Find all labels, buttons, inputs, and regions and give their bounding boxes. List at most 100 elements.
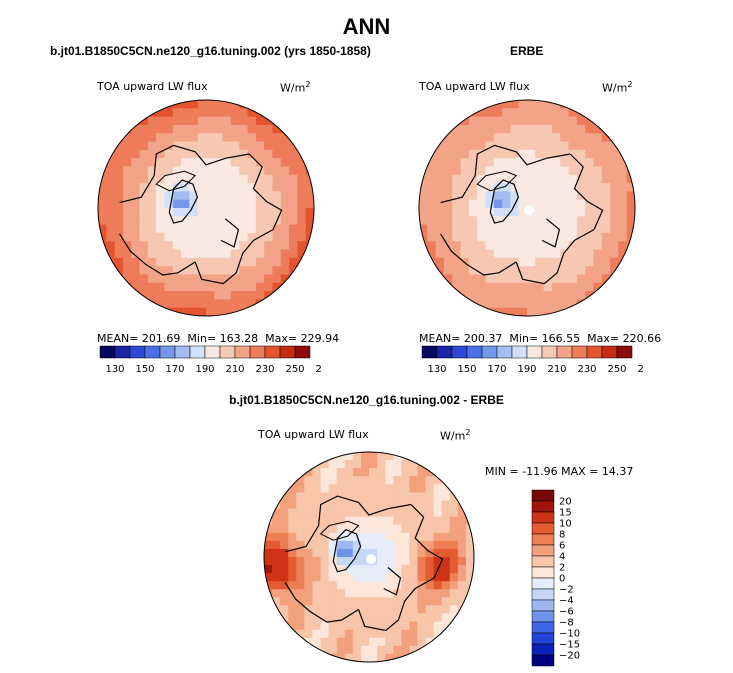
panel2-cell xyxy=(443,216,453,226)
panel2-cell xyxy=(568,116,578,126)
panel2-cell xyxy=(543,291,553,300)
panel2-cell xyxy=(626,224,635,234)
panel3-cell xyxy=(393,508,402,518)
panel1-cell xyxy=(122,174,132,184)
panel2-cell xyxy=(502,249,511,259)
panel1-cell xyxy=(197,124,207,134)
panel3-colorbar-tick: −4 xyxy=(559,596,574,607)
panel3-cell xyxy=(320,508,330,518)
panel3-coastline xyxy=(410,504,444,579)
panel3-cell xyxy=(360,484,370,493)
panel1-cell xyxy=(164,133,174,143)
panel1-cell xyxy=(230,166,240,176)
panel3-cell xyxy=(320,500,330,510)
panel3-cell xyxy=(336,589,346,598)
panel2-cell xyxy=(518,199,528,209)
panel1-colorbar-box xyxy=(294,345,311,359)
panel3-cell xyxy=(425,557,435,566)
panel1-cell xyxy=(230,266,240,276)
panel1-colorbar-box xyxy=(174,345,191,359)
panel1-cell xyxy=(264,158,274,168)
panel1-cell xyxy=(247,116,257,126)
panel3-cell xyxy=(328,492,338,502)
panel2-cell xyxy=(502,149,511,159)
panel1-cell xyxy=(98,183,107,192)
panel2-cell xyxy=(510,208,520,217)
panel2-cell xyxy=(551,108,561,118)
panel2-min-value: 166.55 xyxy=(541,332,581,345)
panel1-cell xyxy=(214,108,224,118)
panel1-cell xyxy=(147,208,157,217)
panel1-cell xyxy=(122,232,132,242)
panel2-cell xyxy=(493,282,503,292)
panel2-cell xyxy=(477,282,487,292)
panel3-cell xyxy=(264,548,273,558)
panel1-cell xyxy=(164,241,174,251)
panel1-cell xyxy=(280,166,290,176)
panel3-cell xyxy=(336,468,346,477)
panel3-cell xyxy=(352,597,362,607)
panel1-cell xyxy=(197,141,207,151)
panel1-cell xyxy=(131,141,141,151)
panel2-cell xyxy=(485,108,495,118)
panel1-cell xyxy=(156,208,166,217)
panel2-colorbar-tick: 270 xyxy=(637,364,644,375)
panel3-cell xyxy=(409,508,419,518)
panel1-cell xyxy=(181,191,190,201)
panel3-cell xyxy=(352,565,362,574)
panel3-cell xyxy=(449,548,459,558)
panel2-cell xyxy=(485,224,495,234)
panel1-cell xyxy=(222,149,232,159)
panel2-cell xyxy=(551,241,561,251)
panel1-cell xyxy=(181,166,190,176)
panel3-cell xyxy=(336,532,346,542)
panel2-cell xyxy=(618,216,628,226)
panel3-cell xyxy=(401,476,410,485)
panel3-cell xyxy=(369,524,378,534)
panel2-cell xyxy=(477,108,487,118)
panel2-colorbar-box xyxy=(586,345,603,359)
panel3-cell xyxy=(312,605,322,615)
panel2-cell xyxy=(543,141,553,151)
panel3-cell xyxy=(401,597,410,607)
panel3-cell xyxy=(360,581,370,590)
panel3-cell xyxy=(369,637,378,647)
panel1-cell xyxy=(197,199,207,209)
panel3-cell xyxy=(457,581,467,590)
panel1-cell xyxy=(222,257,232,267)
panel3-cell xyxy=(385,613,394,623)
panel3-cell xyxy=(328,581,338,590)
panel1-cell xyxy=(131,224,141,234)
panel1-cell xyxy=(139,232,149,242)
panel2-cell xyxy=(601,124,611,134)
panel1-cell xyxy=(197,149,207,159)
panel3-cell xyxy=(272,524,281,534)
panel2-units-power: 2 xyxy=(627,80,633,89)
panel1-cell xyxy=(206,307,215,316)
panel3-cell xyxy=(449,492,459,502)
panel3-min-value: -11.96 xyxy=(522,465,558,478)
panel3-cell xyxy=(328,645,338,655)
panel1-cell xyxy=(272,141,282,151)
panel2-cell xyxy=(551,191,561,201)
panel3-cell xyxy=(369,476,378,485)
panel3-cell xyxy=(344,468,354,477)
panel2-cell xyxy=(560,116,570,126)
panel3-cell xyxy=(288,573,297,582)
panel1-cell xyxy=(289,232,298,242)
panel3-cell xyxy=(344,492,354,502)
panel3-cell xyxy=(425,581,435,590)
panel3-cell xyxy=(352,557,362,566)
panel2-cell xyxy=(468,124,478,134)
panel1-cell xyxy=(147,241,157,251)
panel3-colorbar-box xyxy=(531,643,555,656)
panel1-cell xyxy=(181,224,190,234)
panel1-cell xyxy=(255,249,265,259)
panel1-cell xyxy=(139,191,149,201)
panel1-cell xyxy=(197,224,207,234)
panel1-cell xyxy=(114,232,124,242)
panel2-cell xyxy=(560,216,570,226)
panel1-cell xyxy=(297,199,307,209)
panel3-cell xyxy=(369,460,378,469)
panel3-cell xyxy=(409,613,419,623)
